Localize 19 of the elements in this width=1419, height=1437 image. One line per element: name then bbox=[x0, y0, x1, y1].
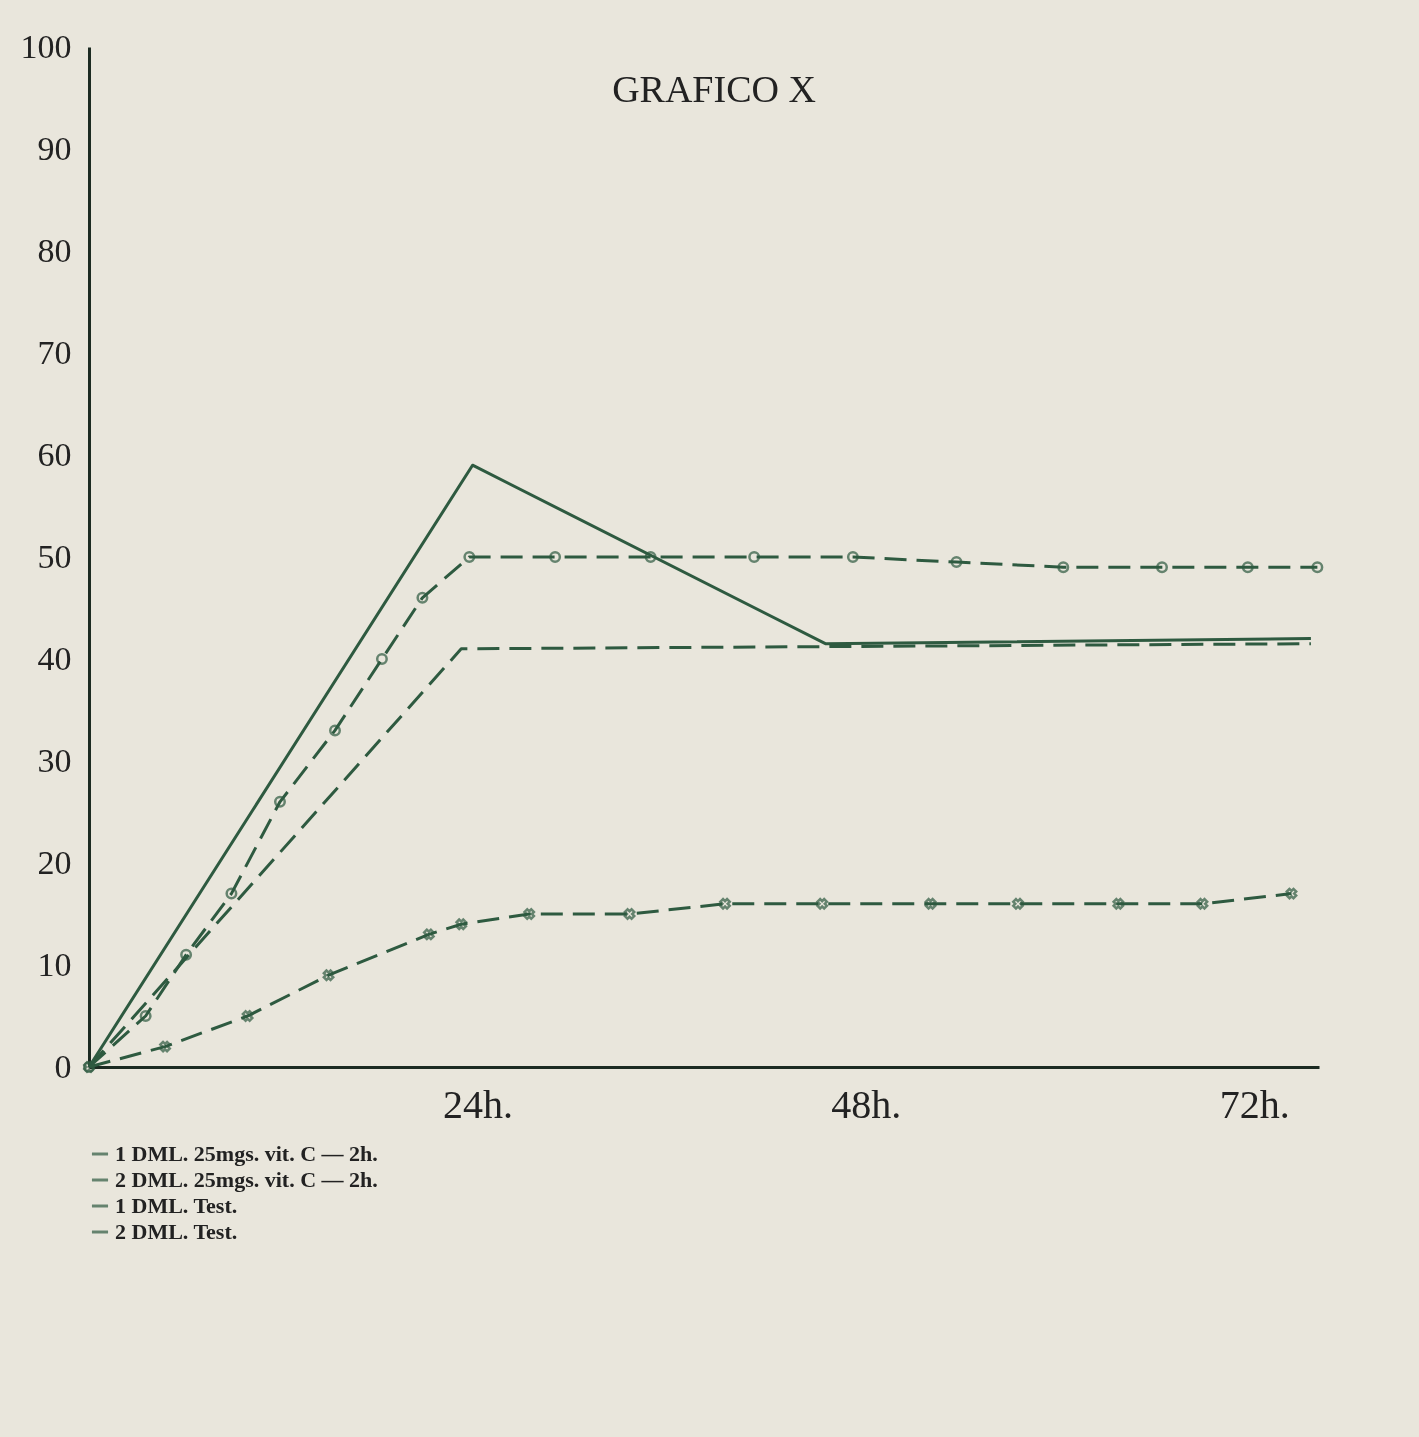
y-tick-label: 50 bbox=[37, 537, 72, 575]
x-tick-label: 24h. bbox=[442, 1081, 513, 1127]
y-tick-label: 70 bbox=[37, 333, 72, 371]
legend-label: 2 DML. Test. bbox=[115, 1219, 238, 1244]
legend-label: 1 DML. Test. bbox=[115, 1193, 238, 1218]
y-tick-label: 40 bbox=[37, 639, 72, 677]
y-tick-label: 100 bbox=[20, 27, 72, 65]
legend-label: 2 DML. 25mgs. vit. C — 2h. bbox=[115, 1167, 378, 1192]
legend-label: 1 DML. 25mgs. vit. C — 2h. bbox=[115, 1141, 378, 1166]
y-tick-label: 30 bbox=[37, 741, 72, 779]
x-tick-label: 72h. bbox=[1219, 1081, 1290, 1127]
y-tick-label: 10 bbox=[37, 945, 72, 983]
y-tick-label: 60 bbox=[37, 435, 72, 473]
y-tick-label: 90 bbox=[37, 129, 72, 167]
text: GRAFICO X bbox=[612, 68, 816, 110]
x-tick-label: 48h. bbox=[831, 1081, 902, 1127]
y-tick-label: 80 bbox=[37, 231, 72, 269]
y-tick-label: 20 bbox=[37, 843, 72, 881]
y-tick-label: 0 bbox=[54, 1047, 72, 1085]
